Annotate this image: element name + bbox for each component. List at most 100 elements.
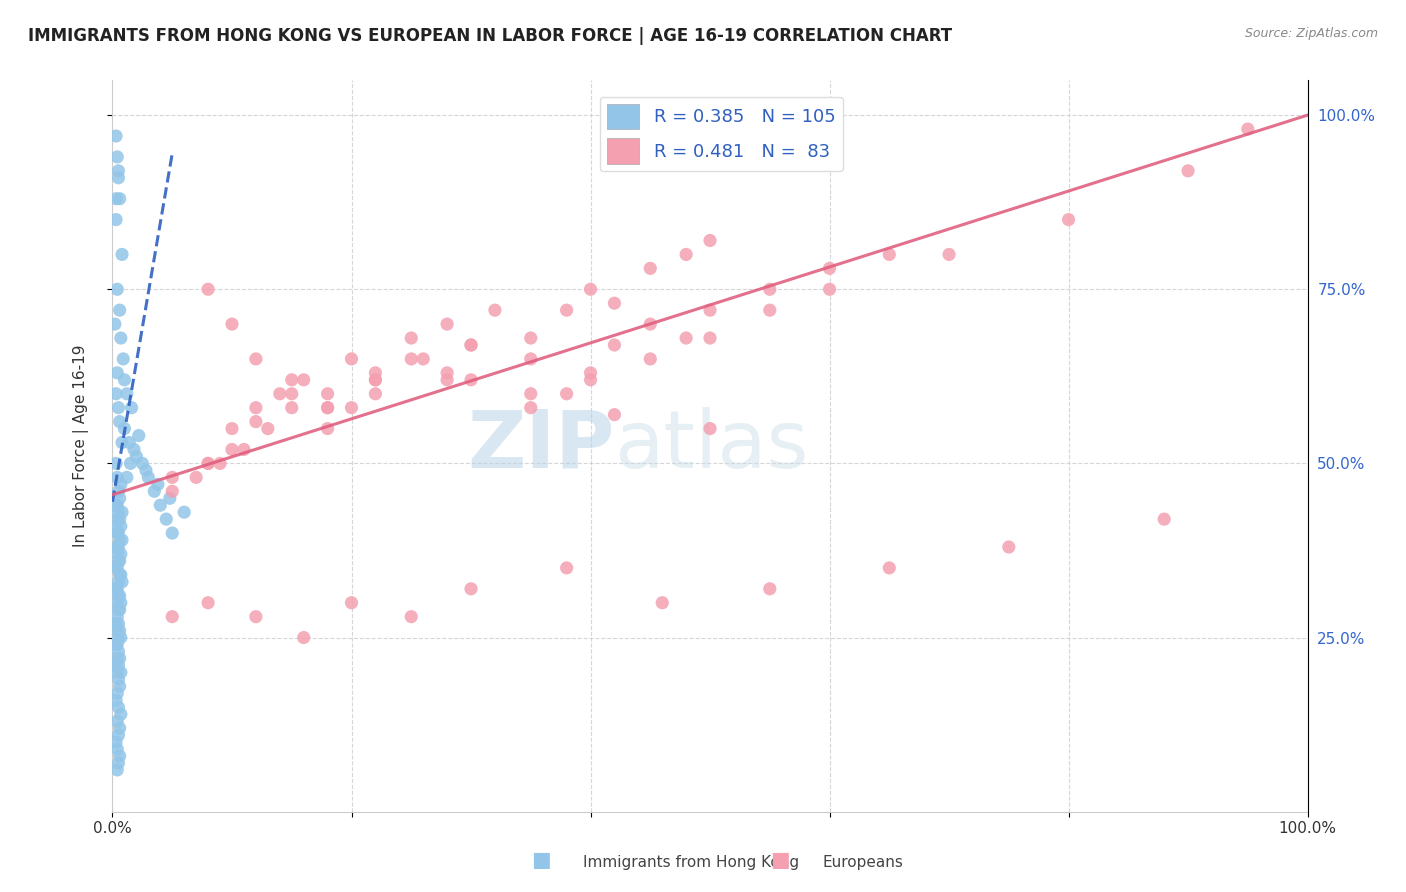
Point — [107, 644, 129, 658]
Point — [316, 386, 339, 401]
Point — [110, 331, 132, 345]
Point — [105, 596, 128, 610]
Point — [484, 303, 506, 318]
Point — [128, 428, 150, 442]
Point — [110, 519, 132, 533]
Point — [603, 338, 626, 352]
Point — [1177, 164, 1199, 178]
Point — [105, 582, 128, 596]
Point — [818, 261, 841, 276]
Text: Source: ZipAtlas.com: Source: ZipAtlas.com — [1244, 27, 1378, 40]
Text: ■: ■ — [770, 850, 790, 870]
Point — [197, 457, 219, 471]
Point — [105, 540, 128, 554]
Point — [640, 261, 662, 276]
Point — [105, 763, 128, 777]
Point — [107, 526, 129, 541]
Point — [401, 609, 423, 624]
Point — [818, 282, 841, 296]
Point — [112, 351, 135, 366]
Text: ■: ■ — [531, 850, 551, 870]
Point — [579, 373, 602, 387]
Point — [1153, 512, 1175, 526]
Point — [603, 296, 626, 310]
Point — [162, 470, 183, 484]
Point — [105, 192, 128, 206]
Point — [640, 351, 662, 366]
Y-axis label: In Labor Force | Age 16-19: In Labor Force | Age 16-19 — [73, 344, 89, 548]
Point — [221, 442, 243, 457]
Point — [108, 491, 131, 506]
Point — [105, 686, 128, 700]
Point — [105, 658, 128, 673]
Point — [555, 303, 578, 318]
Point — [108, 749, 131, 764]
Point — [108, 679, 131, 693]
Point — [759, 303, 782, 318]
Point — [108, 721, 131, 735]
Point — [292, 373, 315, 387]
Point — [118, 435, 141, 450]
Point — [107, 756, 129, 770]
Point — [159, 491, 181, 506]
Point — [209, 457, 232, 471]
Point — [401, 331, 423, 345]
Point — [105, 624, 128, 638]
Point — [110, 477, 132, 491]
Point — [316, 421, 339, 435]
Point — [281, 401, 304, 415]
Point — [520, 386, 543, 401]
Text: Immigrants from Hong Kong: Immigrants from Hong Kong — [583, 855, 800, 870]
Point — [603, 408, 626, 422]
Point — [110, 631, 132, 645]
Point — [759, 582, 782, 596]
Point — [364, 373, 387, 387]
Point — [162, 526, 183, 541]
Point — [162, 484, 183, 499]
Point — [364, 386, 387, 401]
Point — [110, 567, 132, 582]
Point — [155, 512, 177, 526]
Point — [107, 589, 129, 603]
Point — [105, 128, 128, 143]
Point — [108, 303, 131, 318]
Point — [879, 247, 901, 261]
Point — [107, 484, 129, 499]
Point — [340, 351, 363, 366]
Point — [107, 700, 129, 714]
Point — [105, 665, 128, 680]
Point — [699, 421, 721, 435]
Point — [340, 596, 363, 610]
Point — [108, 415, 131, 429]
Point — [221, 421, 243, 435]
Point — [110, 665, 132, 680]
Point — [105, 616, 128, 631]
Point — [107, 658, 129, 673]
Point — [281, 386, 304, 401]
Text: IMMIGRANTS FROM HONG KONG VS EUROPEAN IN LABOR FORCE | AGE 16-19 CORRELATION CHA: IMMIGRANTS FROM HONG KONG VS EUROPEAN IN… — [28, 27, 952, 45]
Point — [675, 331, 697, 345]
Point — [115, 470, 138, 484]
Point — [115, 386, 138, 401]
Point — [340, 401, 363, 415]
Point — [436, 317, 458, 331]
Point — [699, 234, 721, 248]
Point — [579, 366, 602, 380]
Point — [108, 512, 131, 526]
Point — [131, 457, 153, 471]
Point — [197, 596, 219, 610]
Legend: R = 0.385   N = 105, R = 0.481   N =  83: R = 0.385 N = 105, R = 0.481 N = 83 — [599, 96, 842, 171]
Point — [111, 505, 134, 519]
Point — [436, 366, 458, 380]
Point — [401, 351, 423, 366]
Point — [111, 533, 134, 547]
Point — [257, 421, 280, 435]
Text: ZIP: ZIP — [467, 407, 614, 485]
Point — [135, 463, 157, 477]
Point — [316, 401, 339, 415]
Point — [108, 624, 131, 638]
Point — [108, 567, 131, 582]
Point — [107, 603, 129, 617]
Point — [107, 631, 129, 645]
Point — [121, 401, 143, 415]
